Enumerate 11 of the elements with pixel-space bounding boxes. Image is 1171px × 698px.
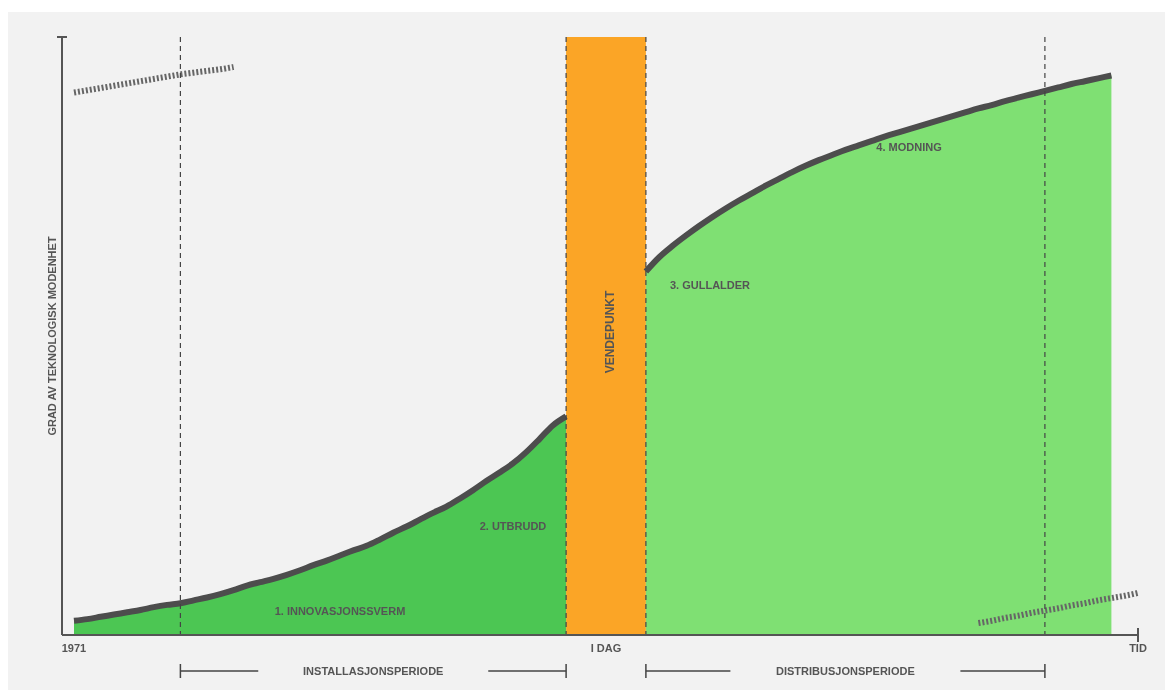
text: DISTRIBUSJONSPERIODE xyxy=(776,665,915,677)
annotation: 1. INNOVASJONSSVERM xyxy=(274,605,406,617)
x-tick-label: TID xyxy=(1129,642,1147,654)
annotation: 2. UTBRUDD xyxy=(479,520,547,532)
annotation: 4. MODNING xyxy=(876,141,942,153)
text: INSTALLASJONSPERIODE xyxy=(303,665,444,677)
x-tick-label: 1971 xyxy=(61,642,87,654)
x-tick-label: I DAG xyxy=(590,642,622,654)
annotation: VENDEPUNKT xyxy=(603,290,617,374)
annotation: 3. GULLALDER xyxy=(669,279,751,291)
y-axis-title: GRAD AV TEKNOLOGISK MODENHET xyxy=(46,236,58,436)
